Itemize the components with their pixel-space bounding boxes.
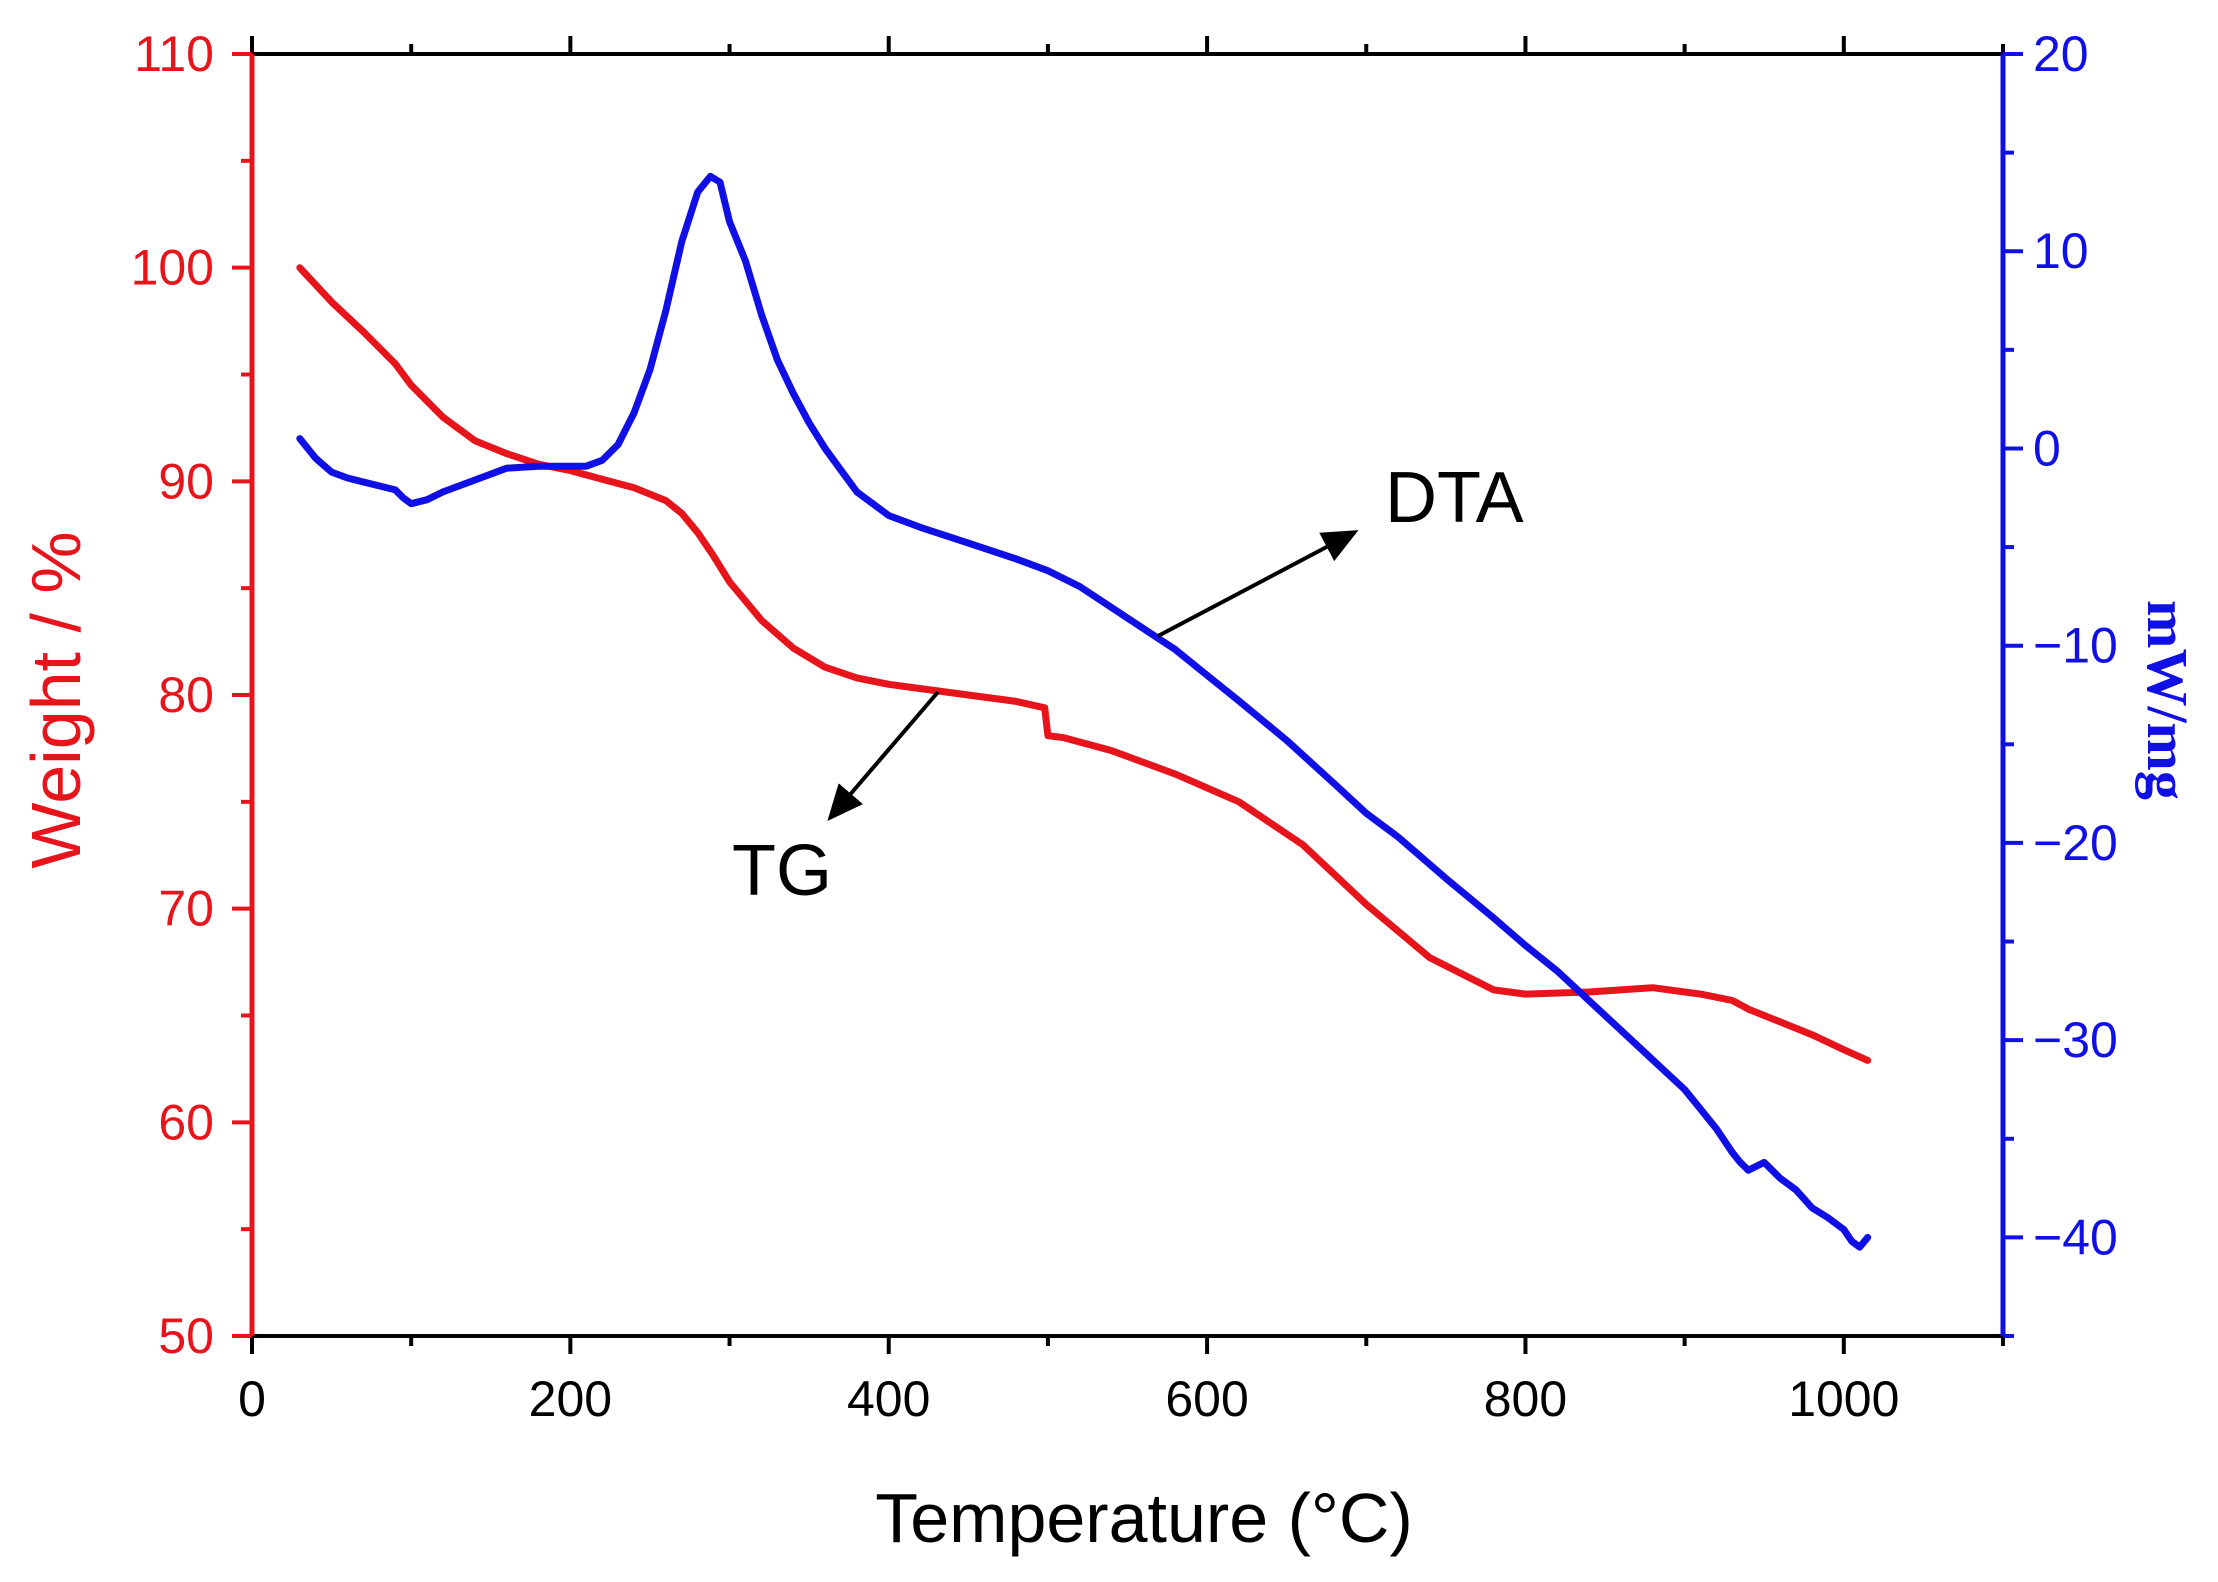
dta-annotation-label: DTA: [1385, 458, 1524, 538]
y-left-tick-label: 90: [158, 453, 214, 509]
y-left-tick-label: 70: [158, 881, 214, 937]
y-right-tick-label: −30: [2033, 1012, 2118, 1068]
y-right-tick-label: 10: [2033, 223, 2089, 279]
y-left-tick-label: 100: [131, 240, 214, 296]
dta-series-line: [296, 172, 1872, 1251]
y-left-tick-label: 60: [158, 1094, 214, 1150]
x-tick-label: 400: [847, 1371, 930, 1427]
tg-series-line: [296, 264, 1872, 1064]
tg-annotation-arrow: [827, 690, 940, 822]
y-right-tick-label: 20: [2033, 26, 2089, 82]
tg-annotation-label: TG: [732, 831, 832, 911]
y-right-tick-label: −10: [2033, 618, 2118, 674]
y-right-tick-label: −40: [2033, 1209, 2118, 1265]
y-left-tick-label: 110: [134, 26, 214, 82]
ticks: 0 200 400 600 800 10005060708090100110−40−30−…: [131, 26, 2118, 1427]
x-tick-label: 1000: [1788, 1371, 1899, 1427]
x-tick-label: 600: [1165, 1371, 1248, 1427]
y-right-tick-label: −20: [2033, 815, 2118, 871]
y-right-axis-title: mW/mg: [2135, 600, 2200, 800]
series: [296, 172, 1872, 1251]
y-left-tick-label: 50: [158, 1308, 214, 1364]
x-tick-label: 800: [1484, 1371, 1567, 1427]
y-right-tick-label: 0: [2033, 420, 2061, 476]
y-left-axis-title: Weight / %: [17, 531, 95, 868]
x-axis-title: Temperature (°C): [875, 1479, 1413, 1557]
axes: [249, 52, 2006, 1338]
y-left-tick-label: 80: [158, 667, 214, 723]
x-tick-label: 200: [529, 1371, 612, 1427]
x-tick-label: 0: [238, 1371, 266, 1427]
dta-annotation-arrow: [1157, 530, 1359, 638]
